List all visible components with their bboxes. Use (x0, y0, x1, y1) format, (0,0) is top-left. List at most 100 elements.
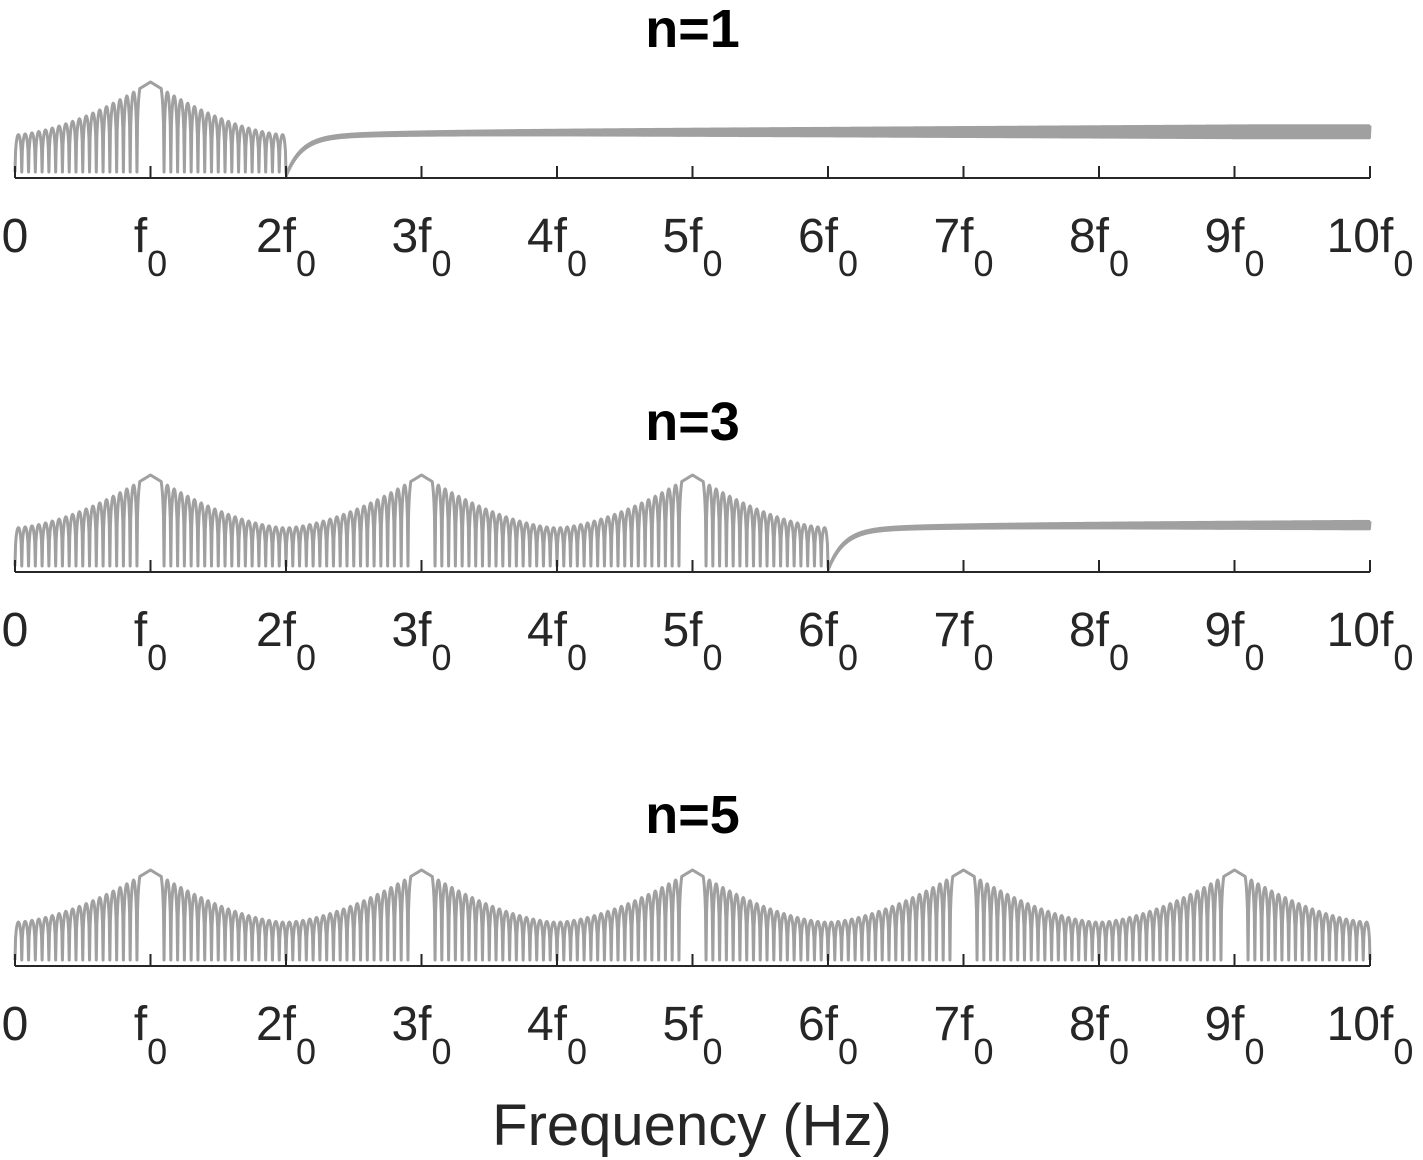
x-tick-label: 6f0 (798, 604, 858, 678)
x-tick-label: 7f0 (933, 604, 993, 678)
tick-main: 5f (662, 998, 703, 1051)
tick-main: 10f (1327, 998, 1394, 1051)
tick-main: 7f (933, 210, 974, 263)
tick-main: 4f (527, 998, 568, 1051)
x-tick-label: 5f0 (662, 210, 722, 284)
tick-main: 3f (391, 604, 432, 657)
x-tick-label: 3f0 (391, 210, 451, 284)
x-tick-label: 2f0 (256, 604, 316, 678)
tick-subscript: 0 (567, 637, 587, 678)
tick-subscript: 0 (147, 1031, 167, 1072)
x-axis-label: Frequency (Hz) (492, 1093, 892, 1158)
tick-main: 4f (527, 604, 568, 657)
tick-main: 5f (662, 210, 703, 263)
tick-main: 2f (256, 210, 297, 263)
tick-subscript: 0 (703, 243, 723, 284)
tick-subscript: 0 (432, 1031, 452, 1072)
tick-subscript: 0 (703, 1031, 723, 1072)
tick-subscript: 0 (1393, 637, 1413, 678)
tick-subscript: 0 (703, 637, 723, 678)
tick-subscript: 0 (147, 243, 167, 284)
tick-subscript: 0 (974, 1031, 994, 1072)
x-tick-label: 9f0 (1204, 998, 1264, 1072)
tick-main: 0 (2, 210, 29, 263)
panel-title: n=3 (645, 392, 740, 452)
tick-main: 6f (798, 210, 839, 263)
tick-subscript: 0 (1393, 243, 1413, 284)
tick-main: 2f (256, 998, 297, 1051)
tick-subscript: 0 (1245, 637, 1265, 678)
tick-main: f (134, 210, 148, 263)
tick-main: 3f (391, 998, 432, 1051)
tick-main: 7f (933, 998, 974, 1051)
x-tick-label: 6f0 (798, 210, 858, 284)
tick-subscript: 0 (1109, 1031, 1129, 1072)
tick-main: 0 (2, 998, 29, 1051)
panel-title: n=5 (645, 785, 740, 845)
x-tick-label: 3f0 (391, 604, 451, 678)
spectrum-line (13, 80, 1372, 178)
x-tick-label: 8f0 (1069, 210, 1129, 284)
tick-main: 4f (527, 210, 568, 263)
tick-main: 9f (1204, 998, 1245, 1051)
tick-main: 9f (1204, 604, 1245, 657)
tick-subscript: 0 (1109, 637, 1129, 678)
x-tick-label: 4f0 (527, 998, 587, 1072)
spectrum-line (13, 868, 1372, 962)
x-tick-label: 5f0 (662, 998, 722, 1072)
tick-main: 0 (2, 604, 29, 657)
x-tick-label: f0 (134, 998, 167, 1072)
x-tick-label: 4f0 (527, 604, 587, 678)
x-tick-label: 8f0 (1069, 998, 1129, 1072)
x-tick-label: 2f0 (256, 210, 316, 284)
x-tick-label: f0 (134, 210, 167, 284)
tick-subscript: 0 (974, 243, 994, 284)
x-tick-label: 10f0 (1327, 210, 1414, 284)
tick-subscript: 0 (147, 637, 167, 678)
spectrum-line (13, 473, 1372, 572)
x-tick-label: f0 (134, 604, 167, 678)
tick-subscript: 0 (838, 637, 858, 678)
tick-subscript: 0 (296, 1031, 316, 1072)
tick-main: 5f (662, 604, 703, 657)
panel-title: n=1 (645, 0, 740, 59)
tick-main: 8f (1069, 210, 1110, 263)
tick-subscript: 0 (1245, 1031, 1265, 1072)
x-tick-label: 3f0 (391, 998, 451, 1072)
tick-subscript: 0 (567, 243, 587, 284)
tick-subscript: 0 (838, 1031, 858, 1072)
tick-main: 6f (798, 998, 839, 1051)
tick-main: 8f (1069, 998, 1110, 1051)
tick-subscript: 0 (432, 637, 452, 678)
x-tick-label: 7f0 (933, 998, 993, 1072)
tick-subscript: 0 (838, 243, 858, 284)
tick-main: 8f (1069, 604, 1110, 657)
x-tick-label: 5f0 (662, 604, 722, 678)
tick-main: 6f (798, 604, 839, 657)
tick-main: 3f (391, 210, 432, 263)
tick-subscript: 0 (1245, 243, 1265, 284)
tick-subscript: 0 (432, 243, 452, 284)
x-tick-label: 10f0 (1327, 604, 1414, 678)
x-tick-label: 6f0 (798, 998, 858, 1072)
tick-main: f (134, 998, 148, 1051)
x-tick-label: 2f0 (256, 998, 316, 1072)
tick-main: 9f (1204, 210, 1245, 263)
tick-subscript: 0 (1393, 1031, 1413, 1072)
x-tick-label: 8f0 (1069, 604, 1129, 678)
tick-subscript: 0 (974, 637, 994, 678)
tick-subscript: 0 (1109, 243, 1129, 284)
tick-main: 7f (933, 604, 974, 657)
x-tick-label: 4f0 (527, 210, 587, 284)
tick-subscript: 0 (296, 243, 316, 284)
x-tick-label: 0 (2, 998, 29, 1051)
x-tick-label: 0 (2, 604, 29, 657)
tick-subscript: 0 (567, 1031, 587, 1072)
x-tick-label: 7f0 (933, 210, 993, 284)
tick-main: f (134, 604, 148, 657)
x-tick-label: 10f0 (1327, 998, 1414, 1072)
